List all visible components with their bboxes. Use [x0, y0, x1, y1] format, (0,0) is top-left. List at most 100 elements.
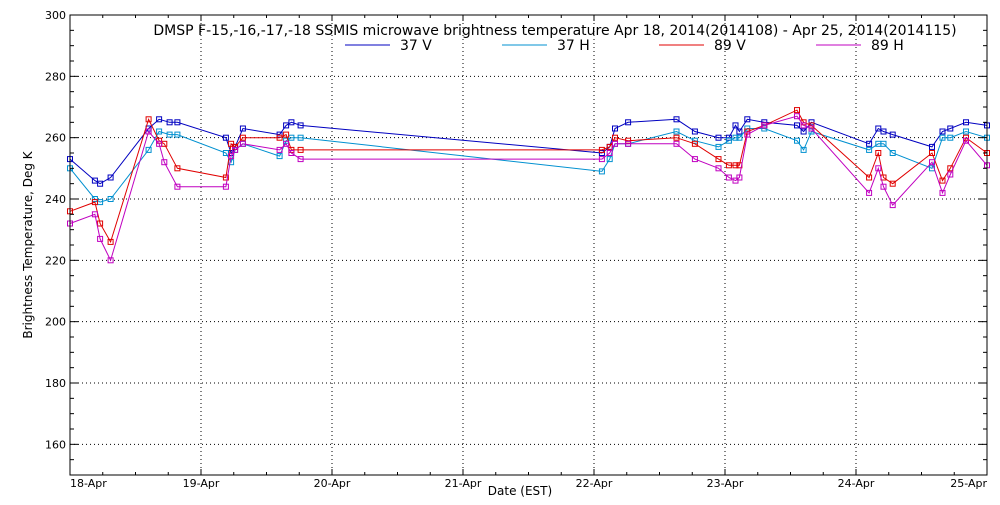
data-point-89-v-3 [107, 238, 114, 245]
data-point-89-h-2 [97, 235, 104, 242]
y-tick-label-4: 240 [45, 193, 66, 206]
data-point-37-v-27 [761, 119, 768, 126]
data-point-37-h-1 [91, 196, 98, 202]
data-point-89-v-24 [732, 162, 739, 169]
data-point-89-h-27 [761, 122, 768, 129]
axis-ticks: 18-Apr 19-Apr 20-Apr 21-Apr 22-Apr 23-Apr 24-A… [45, 9, 988, 490]
data-point-89-v-15 [297, 146, 304, 153]
data-point-37-h-14 [288, 134, 295, 141]
data-point-89-h-10 [232, 146, 239, 153]
data-point-37-h-8 [222, 150, 229, 156]
data-point-37-h-33 [880, 140, 887, 147]
data-point-37-v-13 [283, 122, 290, 129]
x-tick-label-2: 20-Apr [314, 477, 351, 490]
data-point-37-v-14 [288, 119, 295, 126]
data-point-37-v-36 [939, 128, 946, 135]
data-point-89-h-24 [732, 177, 739, 184]
x-tick-label-0: 18-Apr [70, 477, 107, 490]
y-tick-label-2: 200 [45, 316, 66, 329]
data-point-89-h-34 [889, 202, 896, 209]
x-tick-label-3: 21-Apr [445, 477, 482, 490]
data-point-37-v-26 [744, 116, 751, 123]
series-line-89-v [69, 109, 988, 244]
data-point-37-h-7 [174, 131, 181, 138]
data-point-89-h-29 [800, 122, 807, 129]
data-point-37-v-24 [732, 122, 739, 129]
data-point-89-h-25 [736, 174, 743, 181]
data-point-89-v-9 [228, 140, 235, 147]
data-point-89-v-12 [276, 134, 283, 141]
series-line-89-h [69, 115, 988, 262]
data-point-37-v-21 [691, 128, 698, 135]
data-point-37-h-25 [736, 134, 743, 141]
data-point-89-v-1 [91, 199, 98, 206]
data-point-37-v-25 [736, 128, 743, 135]
data-point-37-v-3 [107, 174, 114, 181]
x-tick-label-5: 23-Apr [707, 477, 744, 490]
legend: 37 V 37 H 89 V 89 H [345, 38, 904, 54]
data-point-89-h-23 [725, 174, 732, 181]
data-point-89-h-19 [625, 140, 632, 147]
data-point-37-h-36 [939, 134, 946, 141]
data-point-89-v-28 [794, 107, 800, 114]
data-point-37-v-12 [276, 131, 283, 138]
data-point-37-v-22 [715, 134, 722, 141]
data-point-37-h-23 [725, 137, 732, 144]
data-point-37-v-31 [866, 140, 873, 147]
data-point-89-h-30 [808, 125, 815, 132]
data-point-89-v-22 [715, 156, 722, 163]
data-point-89-v-7 [174, 165, 181, 172]
data-point-89-v-20 [673, 134, 680, 141]
data-point-37-h-20 [673, 128, 680, 135]
data-point-89-v-30 [808, 122, 815, 129]
data-point-37-v-34 [889, 131, 896, 138]
data-point-89-v-31 [866, 174, 873, 181]
y-tick-label-0: 160 [45, 438, 66, 451]
data-point-89-h-8 [222, 183, 229, 190]
data-point-37-v-16 [598, 150, 605, 156]
chart-title: DMSP F-15,-16,-17,-18 SSMIS microwave br… [153, 23, 956, 39]
data-point-89-h-7 [174, 183, 181, 190]
data-point-89-v-4 [145, 116, 152, 123]
x-tick-label-7: 25-Apr [950, 477, 987, 490]
data-point-89-h-9 [228, 153, 235, 160]
data-point-37-h-5 [156, 128, 163, 135]
data-point-89-v-23 [725, 162, 732, 169]
grid-lines [70, 15, 987, 475]
data-point-37-h-12 [276, 153, 283, 160]
y-tick-label-6: 280 [45, 70, 66, 83]
data-point-37-v-30 [808, 119, 815, 126]
data-point-89-v-34 [889, 180, 896, 187]
data-point-89-h-26 [744, 131, 751, 138]
series-89-h [67, 113, 990, 264]
data-point-37-v-35 [929, 143, 935, 150]
data-point-89-h-35 [929, 159, 935, 166]
data-point-89-h-32 [875, 165, 882, 172]
data-point-37-h-6 [166, 131, 173, 138]
data-point-37-h-22 [715, 143, 722, 150]
data-point-89-h-1 [91, 211, 98, 218]
x-tick-label-4: 22-Apr [576, 477, 613, 490]
data-point-37-h-37 [947, 134, 954, 141]
data-point-89-h-38 [963, 137, 969, 144]
data-point-37-v-19 [625, 119, 632, 126]
data-point-89-h-3 [107, 257, 114, 264]
data-point-37-h-38 [963, 128, 969, 135]
data-point-89-v-11 [239, 134, 246, 141]
data-point-89-h-13 [283, 140, 290, 147]
data-point-89-v-32 [875, 150, 882, 156]
data-point-37-h-15 [297, 134, 304, 141]
data-point-37-v-37 [947, 125, 954, 132]
data-point-89-v-26 [744, 128, 751, 135]
legend-label-37-h: 37 H [557, 38, 590, 54]
data-point-89-h-17 [606, 150, 613, 156]
x-axis-label: Date (EST) [488, 484, 552, 498]
data-point-37-v-33 [880, 128, 887, 135]
data-point-37-h-34 [889, 150, 896, 156]
y-axis-label: Brightness Temperature, Deg K [21, 150, 35, 338]
data-point-89-h-21 [691, 156, 698, 163]
data-point-89-v-17 [606, 143, 613, 150]
data-point-37-v-5 [156, 116, 163, 123]
